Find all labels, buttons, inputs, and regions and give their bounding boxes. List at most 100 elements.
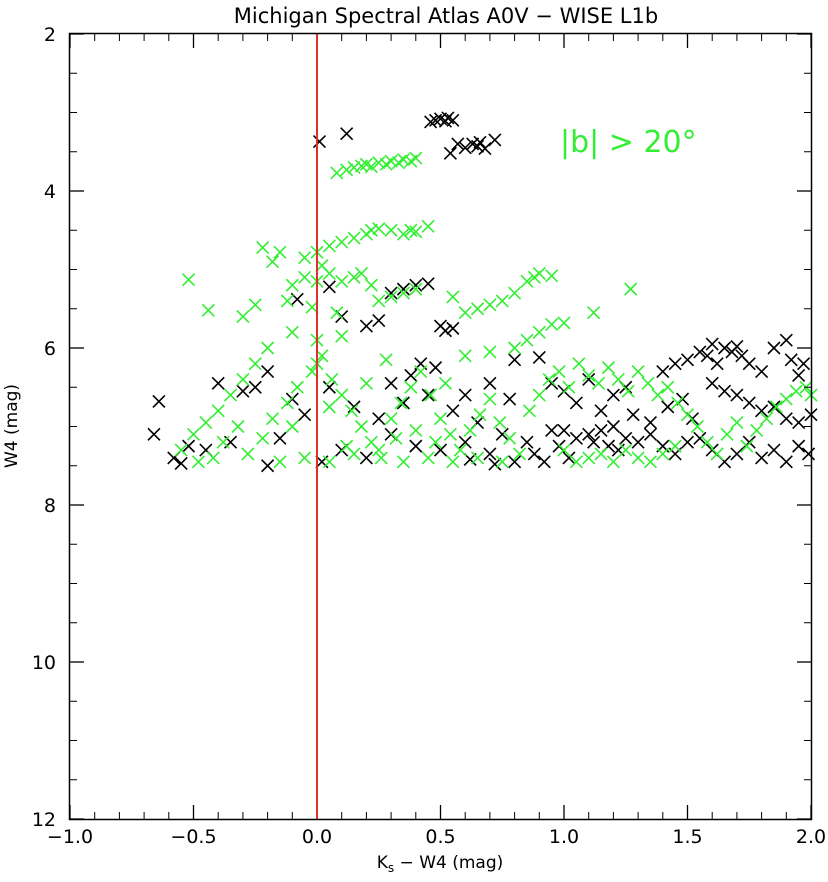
scatter-point [359, 319, 373, 333]
scatter-point [592, 376, 606, 390]
scatter-point [384, 223, 398, 237]
scatter-point [421, 219, 435, 233]
scatter-point [273, 245, 287, 259]
scatter-point [384, 286, 398, 300]
scatter-point [742, 396, 756, 410]
scatter-point [606, 419, 620, 434]
scatter-point [404, 380, 418, 394]
x-axis-label-subscript: s [388, 861, 394, 875]
scatter-point [532, 325, 546, 339]
scatter-point [545, 376, 559, 390]
scatter-point [611, 372, 625, 386]
scatter-point [631, 364, 645, 379]
scatter-point [710, 357, 724, 371]
scatter-point [779, 412, 793, 426]
scatter-point [340, 163, 354, 177]
scatter-point [347, 231, 361, 245]
scatter-point [483, 376, 497, 390]
scatter-point [717, 341, 732, 355]
scatter-point [767, 341, 781, 355]
scatter-point [404, 223, 418, 237]
scatter-point [606, 388, 620, 402]
scatter-point [335, 274, 349, 288]
scatter-point [428, 361, 443, 375]
scatter-point [409, 278, 423, 292]
scatter-point [755, 364, 769, 379]
scatter-point [792, 416, 806, 430]
scatter-point [335, 235, 349, 249]
scatter-point [261, 364, 275, 379]
scatter-point [651, 388, 665, 402]
scatter-point [354, 419, 369, 434]
scatter-point [641, 376, 655, 390]
y-tick-label: 6 [44, 338, 56, 360]
scatter-point [532, 388, 546, 402]
scatter-point [730, 416, 744, 430]
scatter-point [483, 298, 497, 312]
scatter-point [211, 404, 225, 418]
scatter-point [409, 423, 423, 437]
scatter-point [626, 408, 640, 422]
scatter-point [488, 457, 502, 471]
y-axis-label: W4 (mag) [2, 384, 22, 468]
scatter-point [458, 435, 472, 449]
scatter-point [542, 372, 556, 386]
scatter-point [359, 451, 373, 465]
scatter-point [322, 266, 336, 280]
scatter-point [372, 294, 386, 308]
scatter-point [493, 416, 507, 430]
scatter-point [621, 384, 635, 398]
scatter-point [508, 353, 522, 367]
scatter-point [453, 443, 467, 457]
scatter-point [562, 451, 576, 465]
scatter-point [582, 451, 596, 465]
scatter-point [347, 400, 361, 414]
scatter-point [643, 427, 658, 441]
scatter-point [404, 368, 418, 383]
scatter-point [619, 443, 633, 457]
scatter-point [503, 392, 517, 406]
scatter-point [280, 396, 294, 410]
scatter-point [545, 317, 559, 332]
scatter-point [384, 412, 398, 426]
scatter-point [428, 435, 443, 449]
scatter-point [446, 404, 460, 418]
scatter-point [582, 368, 596, 383]
scatter-point [656, 364, 670, 379]
x-axis-label-main: K [377, 853, 389, 873]
scatter-point [661, 400, 675, 414]
scatter-point [594, 447, 608, 461]
scatter-point [693, 431, 707, 445]
scatter-point [364, 278, 378, 292]
scatter-point [424, 388, 438, 402]
scatter-point [273, 431, 287, 445]
scatter-point [643, 416, 658, 430]
scatter-point [767, 400, 781, 414]
scatter-point [668, 439, 682, 453]
scatter-point [656, 447, 670, 461]
x-tick-label: 0.0 [302, 826, 332, 848]
scatter-point [236, 372, 250, 386]
scatter-point [545, 269, 559, 283]
scatter-point [340, 127, 354, 141]
scatter-point [273, 455, 287, 469]
scatter-point [340, 439, 354, 453]
scatter-point [261, 341, 275, 355]
scatter-point [438, 324, 453, 338]
scatter-point [396, 396, 411, 410]
scatter-point [335, 329, 349, 343]
scatter-point [345, 404, 359, 418]
scatter-point [458, 388, 472, 402]
scatter-point [211, 376, 225, 390]
scatter-point [347, 270, 361, 284]
ticks-layer: −1.0 −0.5 0.0 0.5 1.0 1.5 2.0 2 4 6 8 10 12 [32, 24, 826, 848]
scatter-point [755, 451, 769, 465]
scatter-point [265, 412, 280, 426]
scatter-point [779, 392, 793, 406]
scatter-point [789, 384, 803, 398]
scatter-point [458, 141, 472, 155]
scatter-point [557, 443, 571, 457]
scatter-point [680, 408, 695, 422]
scatter-point [443, 146, 457, 160]
scatter-point [792, 439, 806, 453]
